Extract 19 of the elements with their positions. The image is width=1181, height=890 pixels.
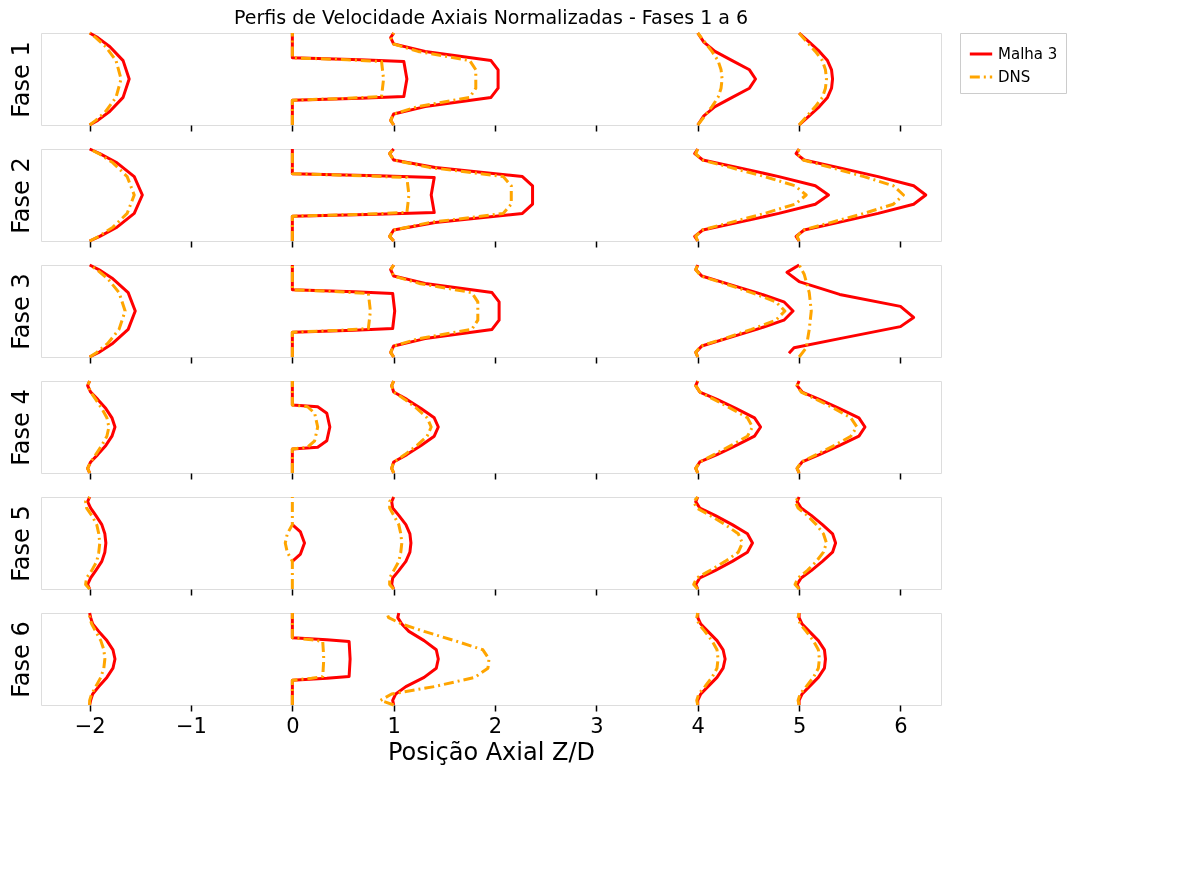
y-axis-title: Fase 4	[6, 389, 35, 466]
chart-title: Perfis de Velocidade Axiais Normalizadas - Fases 1 a 6	[233, 5, 749, 28]
x-tick-label: 5	[792, 713, 807, 738]
legend-label: DNS	[998, 68, 1031, 86]
x-tick-label: 2	[488, 713, 503, 738]
y-axis-title: Fase 3	[6, 273, 35, 350]
y-axis-title: Fase 6	[6, 621, 35, 698]
y-axis-title: Fase 1	[6, 41, 35, 118]
x-tick-label: 6	[894, 713, 908, 738]
y-axis-title: Fase 5	[6, 505, 35, 582]
x-tick-label: 0	[286, 713, 300, 738]
x-tick-label: 3	[590, 713, 604, 738]
x-tick-label: −2	[74, 713, 106, 738]
legend-label: Malha 3	[998, 45, 1058, 63]
x-tick-label: −1	[176, 713, 207, 738]
x-axis-title: Posição Axial Z/D	[388, 737, 595, 766]
x-tick-label: 4	[691, 713, 705, 738]
y-axis-title: Fase 2	[6, 157, 35, 234]
x-tick-label: 1	[387, 713, 401, 738]
